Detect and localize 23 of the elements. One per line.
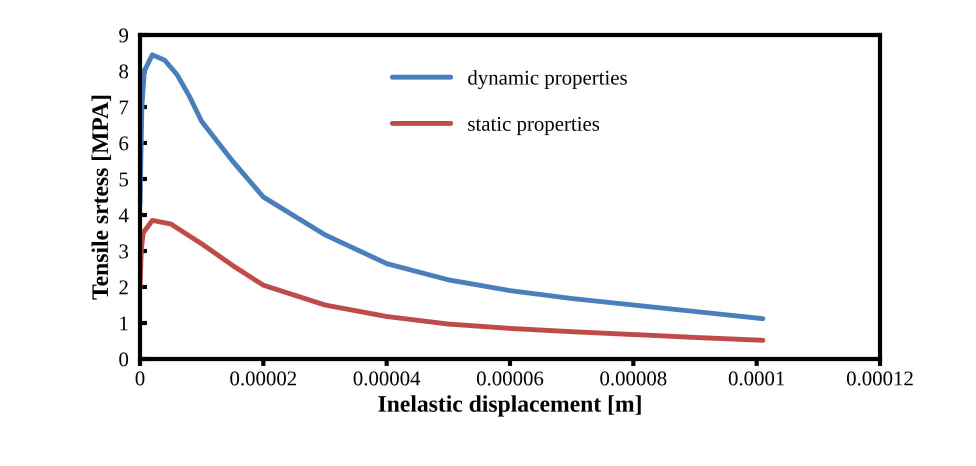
line-series <box>140 218 766 343</box>
line-series <box>140 52 766 322</box>
x-tick-label: 0.0001 <box>728 371 784 386</box>
y-tick-label: 9 <box>119 28 128 42</box>
x-tick-label: 0 <box>136 371 144 386</box>
y-tick-label: 6 <box>119 136 128 150</box>
y-tick-label: 1 <box>120 316 128 330</box>
y-tick-label: 7 <box>120 100 128 114</box>
x-tick-label: 0.00008 <box>600 371 666 386</box>
x-axis-title: Inelastic displacement [m] <box>378 395 641 417</box>
x-tick-label: 0.00012 <box>846 371 913 386</box>
y-tick-label: 0 <box>119 352 128 366</box>
y-tick-label: 2 <box>119 280 128 294</box>
legend-label: dynamic properties <box>468 70 627 90</box>
y-tick-label: 3 <box>119 244 128 258</box>
y-tick-label: 8 <box>119 64 128 78</box>
y-tick-label: 5 <box>120 172 128 186</box>
x-tick-label: 0.00004 <box>354 371 420 386</box>
x-tick-label: 0.00006 <box>476 371 544 386</box>
legend-label: static properties <box>468 116 600 136</box>
x-tick-label: 0.00002 <box>230 371 296 386</box>
y-axis-title: Tensile srtess [MPA] <box>92 96 112 300</box>
y-tick-label: 4 <box>118 208 129 222</box>
